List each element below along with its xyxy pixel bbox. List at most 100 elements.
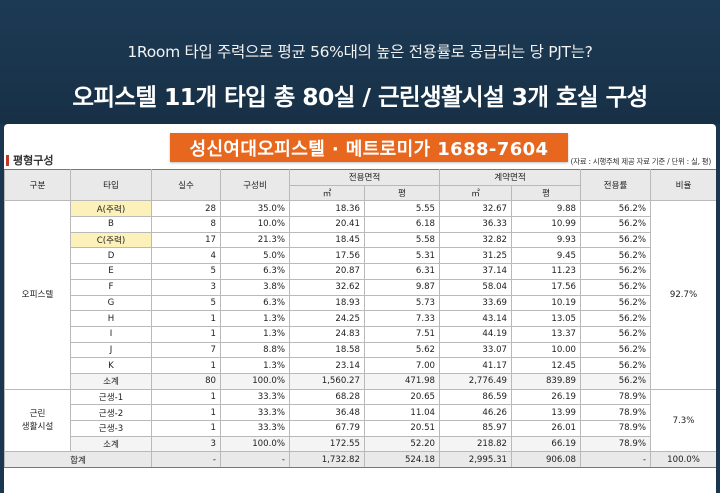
cell-ratio: 8.8% [220,341,290,359]
cell-units: 1 [151,310,221,327]
cell-ct-sqm: 43.14 [439,310,513,327]
cell-ct-sqm: 85.97 [439,420,513,437]
cell-ratio: 33.3% [220,388,290,406]
group-retail: 근린 생활시설 [4,388,71,453]
cell-ex-py: 5.58 [363,231,441,249]
col-ex-pyeong: 평 [363,184,441,202]
cell-ratio: 21.3% [220,231,290,249]
cell-ratio: 1.3% [220,310,290,327]
group-officetel: 오피스텔 [4,200,71,390]
cell-ratio: 33.3% [220,404,290,421]
header-title: 오피스텔 11개 타입 총 80실 / 근린생활시설 3개 호실 구성 [72,83,648,111]
total-label: 합계 [4,451,152,469]
col-ratio: 구성비 [220,168,290,202]
cell-ex-sqm: 67.79 [289,420,365,437]
cell-ex-py: 5.31 [363,247,441,265]
table-row: J 7 8.8% 18.58 5.62 33.07 10.00 56.2% [5,341,717,359]
total-ct-py: 906.08 [511,451,582,469]
cell-ex-py: 6.18 [363,216,441,233]
cell-type: F [70,278,152,296]
col-ct-pyeong: 평 [511,184,582,202]
cell-ex-sqm: 17.56 [289,247,365,265]
cell-ratio: 1.3% [220,325,290,343]
cell-ct-sqm: 41.17 [439,357,513,374]
cell-eff: 56.2% [580,263,652,280]
cell-units: 3 [151,435,221,453]
cell-ct-py: 839.89 [511,372,582,390]
subtotal-row: 소계 3 100.0% 172.55 52.20 218.82 66.19 78… [5,435,717,453]
cell-ex-py: 20.51 [363,420,441,437]
cell-units: 3 [151,278,221,296]
cell-eff: 78.9% [580,435,652,453]
cell-ex-sqm: 172.55 [289,435,365,453]
cell-ct-py: 9.93 [511,231,582,249]
share-retail: 7.3% [650,388,716,453]
cell-ct-py: 26.01 [511,420,582,437]
cell-ct-sqm: 2,776.49 [439,372,513,390]
table-row: D 4 5.0% 17.56 5.31 31.25 9.45 56.2% [5,247,717,265]
section-title-text: 평형구성 [13,154,54,167]
table-row: 오피스텔 A(주력) 28 35.0% 18.36 5.55 32.67 9.8… [4,200,716,390]
table-row: 근생-3 1 33.3% 67.79 20.51 85.97 26.01 78.… [5,420,717,437]
cell-type: G [70,294,152,312]
cell-ex-py: 9.87 [363,278,441,296]
cell-eff: 78.9% [580,388,652,406]
section-title: 평형구성 [6,152,53,168]
share-officetel: 92.7% [650,200,716,390]
cell-type: 소계 [70,435,152,453]
header-banner: 1Room 타입 주력으로 평균 56%대의 높은 전용률로 공급되는 당 PJ… [0,0,720,124]
cell-ct-py: 13.37 [511,325,582,343]
cell-ratio: 100.0% [220,372,290,390]
cell-ex-sqm: 18.93 [289,294,365,312]
cell-units: 28 [151,200,221,218]
cell-units: 1 [151,325,221,343]
cell-type: K [70,357,152,374]
cell-ratio: 6.3% [220,263,290,280]
contact-banner: 성신여대오피스텔 · 메트로미가 1688-7604 [170,133,568,162]
cell-ex-sqm: 18.45 [289,231,365,249]
content-panel: 성신여대오피스텔 · 메트로미가 1688-7604 평형구성 (자료 : 시행… [4,124,716,493]
cell-units: 1 [151,357,221,374]
cell-ct-py: 12.45 [511,357,582,374]
cell-eff: 56.2% [580,278,652,296]
cell-ct-sqm: 31.25 [439,247,513,265]
cell-ex-py: 11.04 [363,404,441,421]
cell-ratio: 35.0% [220,200,290,218]
cell-units: 1 [151,420,221,437]
cell-ex-py: 6.31 [363,263,441,280]
cell-ct-sqm: 86.59 [439,388,513,406]
cell-eff: 78.9% [580,404,652,421]
cell-ex-sqm: 18.58 [289,341,365,359]
cell-ex-sqm: 36.48 [289,404,365,421]
cell-ex-sqm: 24.83 [289,325,365,343]
cell-ct-py: 17.56 [511,278,582,296]
cell-ex-sqm: 32.62 [289,278,365,296]
col-exclusive-area: 전용면적 [288,169,441,186]
total-ex-sqm: 1,732.82 [289,451,365,469]
cell-ex-py: 7.00 [363,357,441,374]
cell-eff: 56.2% [580,357,652,374]
cell-ct-py: 66.19 [511,435,582,453]
total-eff: - [580,451,652,469]
table-row: I 1 1.3% 24.83 7.51 44.19 13.37 56.2% [5,325,717,343]
cell-ratio: 3.8% [220,278,290,296]
cell-ratio: 6.3% [220,294,290,312]
cell-type: C(주력) [70,231,152,249]
cell-eff: 56.2% [580,341,652,359]
cell-eff: 56.2% [580,325,652,343]
floor-plan-table: 구분 타입 실수 구성비 전용면적 계약면적 전용률 비율 ㎡ 평 ㎡ 평 오피… [4,168,717,469]
table-row: C(주력) 17 21.3% 18.45 5.58 32.82 9.93 56.… [5,231,717,249]
cell-ct-sqm: 37.14 [439,263,513,280]
cell-type: 소계 [70,372,152,390]
cell-units: 4 [151,247,221,265]
cell-units: 1 [151,388,221,406]
cell-ex-py: 5.62 [363,341,441,359]
cell-ex-sqm: 20.87 [289,263,365,280]
table-row: B 8 10.0% 20.41 6.18 36.33 10.99 56.2% [5,216,717,233]
cell-ct-sqm: 46.26 [439,404,513,421]
cell-ex-py: 471.98 [363,372,441,390]
cell-ex-sqm: 1,560.27 [289,372,365,390]
cell-ratio: 100.0% [220,435,290,453]
section-marker-icon [6,154,9,166]
cell-type: A(주력) [70,200,152,218]
